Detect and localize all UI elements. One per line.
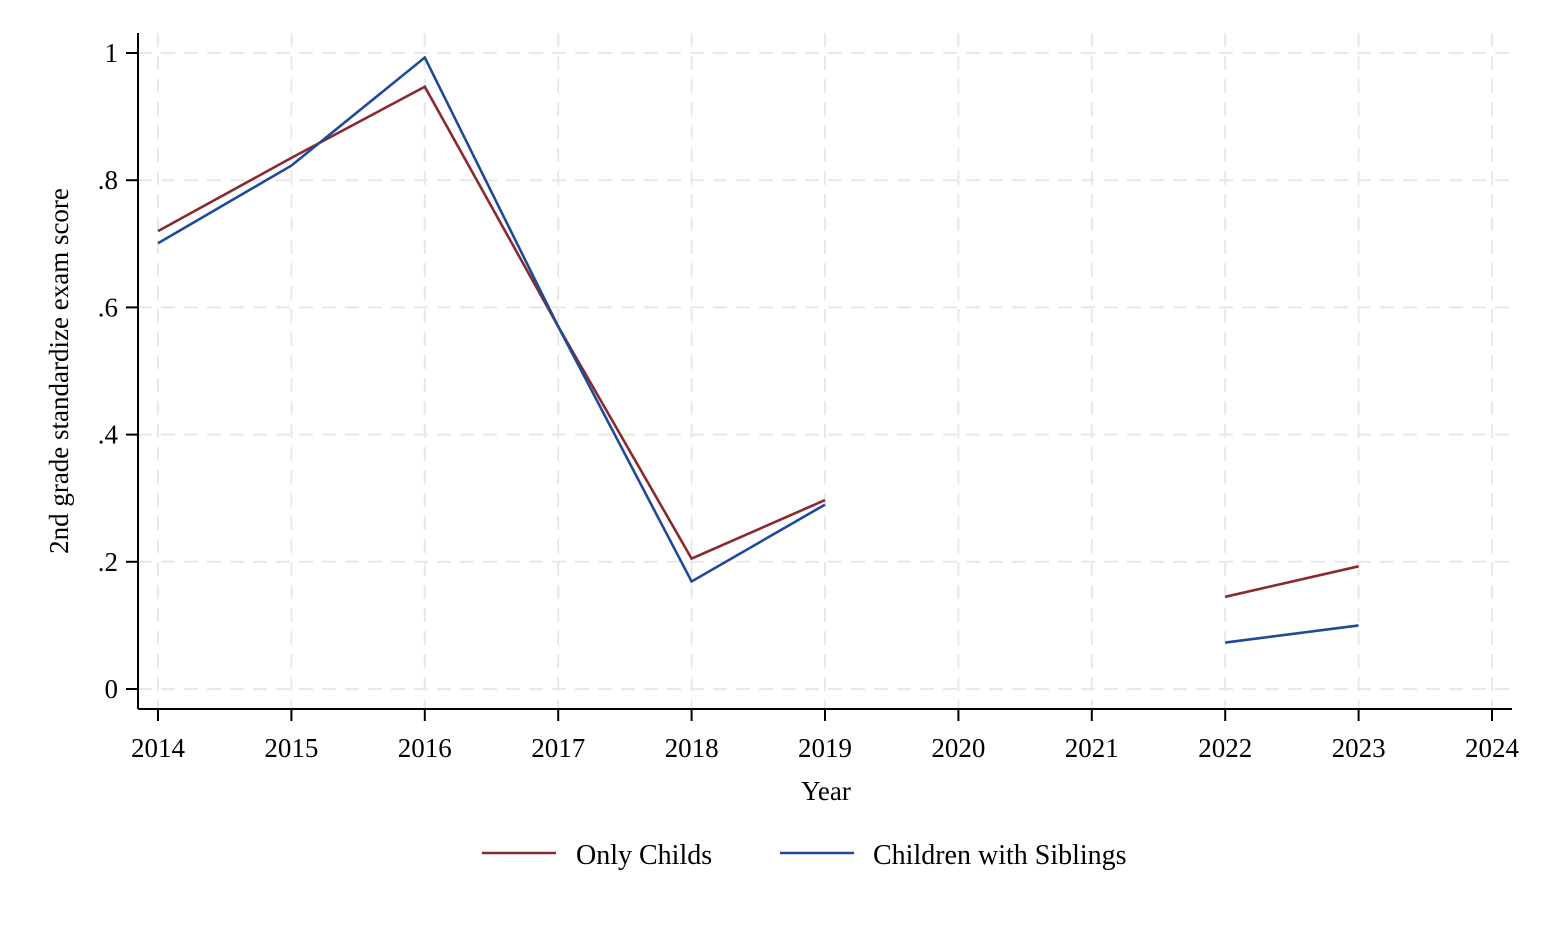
series-line-1 — [1224, 565, 1359, 599]
x-tick-label: 2021 — [1065, 733, 1119, 763]
y-tick-label: .6 — [98, 292, 118, 322]
x-tick-label: 2022 — [1198, 733, 1252, 763]
x-tick-label: 2023 — [1332, 733, 1386, 763]
tick-labels: 2014 2015 2016 2017 2018 2019 2020 2021 2022 2023… — [98, 38, 1520, 763]
legend: Only Childs Children with Siblings — [482, 840, 1127, 871]
y-tick-label: .8 — [98, 165, 118, 195]
series-layer — [157, 55, 1359, 644]
series-line-1 — [157, 84, 826, 561]
legend-label-1: Only Childs — [576, 840, 712, 871]
x-tick-label: 2017 — [531, 733, 585, 763]
x-tick-label: 2018 — [665, 733, 719, 763]
grid-layer — [138, 33, 1512, 709]
x-tick-label: 2024 — [1465, 733, 1520, 763]
x-axis-title: Year — [801, 776, 851, 806]
x-tick-label: 2020 — [931, 733, 985, 763]
x-tick-label: 2019 — [798, 733, 852, 763]
x-tick-label: 2014 — [131, 733, 186, 763]
series-line-2 — [1225, 624, 1359, 644]
y-tick-label: .2 — [98, 547, 118, 577]
legend-label-2: Children with Siblings — [873, 840, 1127, 871]
y-tick-label: 0 — [105, 674, 119, 704]
series-line-2 — [157, 55, 826, 584]
y-axis-title: 2nd grade standardize exam score — [44, 188, 74, 554]
x-tick-label: 2016 — [398, 733, 452, 763]
x-tick-label: 2015 — [264, 733, 318, 763]
y-tick-label: .4 — [98, 420, 119, 450]
y-tick-label: 1 — [105, 38, 119, 68]
